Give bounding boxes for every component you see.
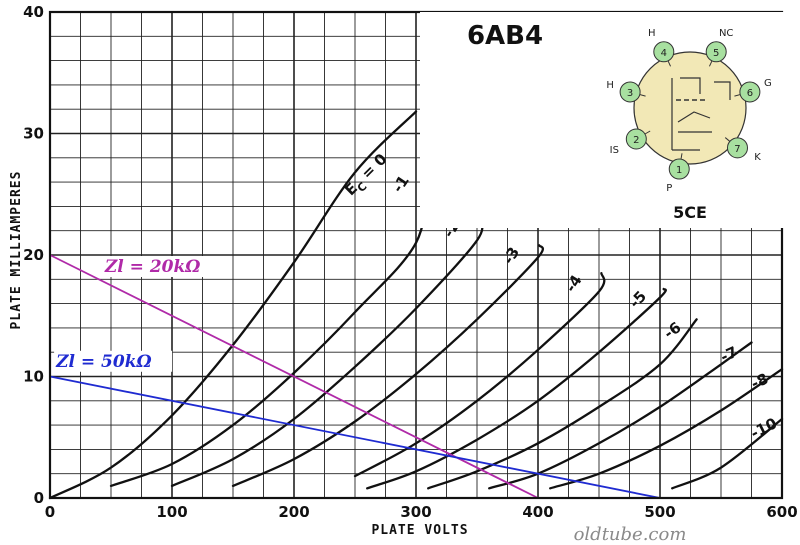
pin-number: 3 [627,88,633,99]
pin-name: P [666,183,672,194]
y-axis-title: PLATE MILLIAMPERES [9,171,24,330]
load-label-background [102,256,221,278]
pin-6 [739,81,761,103]
x-tick-label: 100 [156,503,187,521]
x-tick-label: 600 [766,503,797,521]
pin-3 [619,81,641,103]
tube-type-title: 6AB4 [467,21,543,51]
pin-name: K [754,152,761,163]
load-lines: Zl = 20kΩ Zl = 50kΩ [49,254,661,499]
load-line-label: Zl = 20kΩ [104,257,201,277]
plate-curve-minus-10 [671,417,784,490]
x-axis-title: PLATE VOLTS [371,523,468,538]
pin-name: H [606,80,614,91]
pin-5 [705,41,727,63]
pin-number: 1 [676,165,682,176]
curve-label: -1 [389,172,413,196]
plate-curve-minus-2 [170,217,484,488]
base-code-label: 5CE [673,203,707,222]
load-label-background [54,350,173,372]
pin-7 [726,137,748,159]
y-tick-label: 20 [23,246,44,264]
plate-curve-minus-3 [231,244,545,488]
pin-number: 7 [734,144,740,155]
tube-envelope [633,51,747,165]
plate-curve-minus-1 [109,172,430,488]
plate-curve-ec-0 [48,110,418,500]
curve-label: -4 [562,272,586,296]
plot-frame [48,10,784,500]
load-line [49,375,661,499]
x-tick-label: 200 [278,503,309,521]
curve-label: -8 [748,370,771,393]
pin-name: IS [610,145,619,156]
pin-number: 6 [747,88,753,99]
x-tick-label: 400 [522,503,553,521]
y-tick-label: 10 [23,368,44,386]
curve-label: -7 [718,343,741,366]
plate-curve-minus-6 [427,318,698,490]
y-tick-label: 0 [34,489,44,507]
pin-number: 5 [713,48,719,59]
watermark: oldtube.com [574,524,687,545]
load-line-label: Zl = 50kΩ [55,352,152,372]
curve-label: -3 [499,244,523,268]
plate-element [714,81,731,100]
curve-label: -10 [748,414,780,442]
pin-number: 2 [633,135,639,146]
pin-2 [625,128,647,150]
x-tick-label: 0 [45,503,55,521]
plate-curve-minus-5 [366,287,667,490]
plate-curve-minus-8 [549,368,784,490]
y-tick-label: 30 [23,125,44,143]
pin-name: H [648,28,656,39]
cathode-element [677,111,712,133]
pin-name: NC [719,28,733,39]
y-tick-label: 40 [23,3,44,21]
x-tick-label: 500 [644,503,675,521]
plate-curves [48,110,784,500]
pin-name: G [764,78,772,89]
pin-1 [668,158,690,180]
plate-curve-minus-4 [353,272,606,478]
pin-4 [653,41,675,63]
axes: 0 100 200 300 400 500 600 0 10 20 30 40 [23,3,798,521]
x-tick-label: 300 [400,503,431,521]
pin-number: 4 [661,48,667,59]
heater-element [671,77,701,151]
